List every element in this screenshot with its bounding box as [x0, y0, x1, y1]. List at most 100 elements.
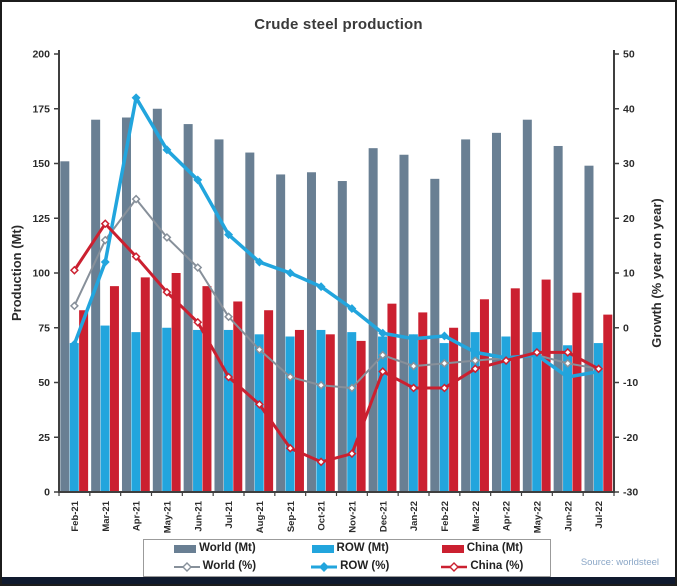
world-line-swatch-icon: [173, 562, 200, 572]
bar-china-Mar-22: [479, 299, 489, 492]
right-axis-tick-label: 40: [623, 103, 635, 115]
x-axis-tick-label: Mar-21: [101, 500, 112, 531]
marker-world-Jun-21: [193, 263, 203, 272]
legend-item-world-pct: World (%): [144, 561, 286, 573]
left-axis-tick-label: 75: [38, 322, 50, 334]
bar-china-Feb-21: [79, 310, 89, 492]
x-axis-tick-label: Mar-22: [471, 501, 482, 532]
bar-china-Aug-21: [264, 310, 274, 492]
bar-china-Jun-21: [202, 286, 212, 492]
marker-china-Feb-22: [439, 383, 449, 393]
bar-row-Nov-21: [347, 332, 357, 492]
china-bar-swatch-icon: [441, 545, 464, 553]
bar-china-Apr-21: [140, 277, 150, 492]
bar-row-Jan-22: [408, 334, 418, 492]
legend-label: China (Mt): [466, 542, 523, 555]
legend-item-world-mt: World (Mt): [144, 543, 286, 555]
bar-china-Dec-21: [387, 303, 397, 492]
bar-world-Jun-22: [553, 145, 563, 493]
legend-label: China (%): [470, 560, 524, 573]
x-axis-tick-label: Jan-22: [409, 501, 420, 531]
bar-row-May-22: [532, 332, 542, 492]
bar-row-Apr-21: [131, 332, 141, 492]
bar-china-Apr-22: [510, 288, 520, 492]
marker-china-Feb-21: [69, 265, 79, 275]
marker-china-May-22: [532, 347, 542, 357]
bar-row-Dec-21: [378, 336, 388, 492]
legend-item-row-mt: ROW (Mt): [286, 543, 415, 555]
bar-china-Oct-21: [325, 334, 335, 492]
bottom-accent-band: [2, 577, 675, 584]
left-axis-tick-label: 25: [38, 432, 50, 444]
marker-china-Jan-22: [409, 383, 419, 393]
x-axis-tick-label: Dec-21: [378, 500, 389, 532]
marker-row-Sep-21: [285, 268, 295, 278]
bar-row-May-21: [162, 327, 172, 492]
marker-china-Dec-21: [378, 367, 388, 377]
bar-world-Mar-22: [461, 139, 471, 492]
marker-world-Dec-21: [378, 350, 388, 360]
marker-row-Feb-21: [69, 339, 79, 349]
marker-row-Mar-21: [100, 257, 110, 267]
left-axis-title: Production (Mt): [9, 225, 24, 321]
bar-world-Nov-21: [337, 181, 347, 492]
marker-world-Feb-21: [69, 301, 79, 311]
bar-world-Apr-21: [121, 117, 131, 492]
bar-row-Sep-21: [285, 336, 295, 492]
right-axis-tick-label: 50: [623, 49, 635, 61]
bar-world-May-22: [522, 119, 532, 492]
marker-world-Jan-22: [409, 361, 419, 371]
marker-china-Sep-21: [285, 443, 295, 453]
x-axis-tick-label: Jun-22: [563, 501, 574, 532]
marker-row-Nov-21: [347, 304, 357, 314]
marker-china-Jun-21: [193, 317, 203, 327]
marker-row-Jul-21: [224, 230, 234, 240]
marker-row-Mar-22: [470, 347, 480, 357]
x-axis-tick-label: Jul-21: [224, 500, 235, 528]
marker-world-Feb-22: [439, 358, 449, 368]
x-axis-tick-label: Oct-21: [317, 500, 328, 530]
bar-world-Apr-22: [491, 132, 501, 492]
legend-label: World (%): [202, 560, 257, 573]
left-axis-tick-label: 200: [32, 49, 50, 61]
x-axis-tick-label: Feb-21: [70, 500, 81, 531]
bar-row-Oct-21: [316, 329, 326, 492]
bar-world-May-21: [152, 108, 162, 492]
marker-china-Mar-21: [100, 219, 110, 229]
bar-china-Mar-21: [109, 286, 119, 492]
bar-row-Mar-21: [100, 325, 110, 492]
x-axis-tick-label: Sep-21: [286, 500, 297, 532]
bar-world-Aug-21: [245, 152, 255, 493]
bar-china-Jun-22: [572, 292, 582, 492]
bar-row-Feb-21: [69, 343, 79, 492]
marker-row-Aug-21: [254, 257, 264, 267]
marker-world-Jun-22: [563, 358, 573, 368]
bar-world-Jan-22: [399, 154, 409, 493]
marker-china-Aug-21: [254, 399, 264, 409]
marker-world-Mar-22: [470, 356, 480, 366]
world-bar-swatch-icon: [174, 545, 197, 553]
marker-world-Sep-21: [285, 372, 295, 382]
right-axis-title: Growth (% year on year): [649, 198, 664, 348]
marker-china-May-21: [162, 287, 172, 297]
bar-row-Jun-22: [563, 345, 573, 492]
marker-world-May-21: [162, 232, 172, 242]
bar-china-Sep-21: [294, 329, 304, 492]
line-row-pct: [72, 96, 601, 379]
bar-world-Jun-21: [183, 124, 193, 492]
legend-label: ROW (%): [340, 560, 390, 573]
bar-china-May-21: [171, 273, 181, 492]
x-axis-tick-label: Aug-21: [255, 500, 266, 533]
marker-row-Oct-21: [316, 282, 326, 292]
row-line-swatch-icon: [311, 562, 338, 572]
legend-item-row-pct: ROW (%): [286, 561, 415, 573]
marker-china-Jun-22: [563, 347, 573, 357]
marker-world-Oct-21: [316, 380, 326, 390]
bar-china-Feb-22: [449, 327, 459, 492]
legend-item-china-pct: China (%): [415, 561, 550, 573]
bar-china-Jan-22: [418, 312, 428, 492]
left-axis-tick-label: 100: [32, 268, 50, 280]
marker-china-Mar-22: [470, 364, 480, 374]
marker-china-Apr-22: [501, 356, 511, 366]
